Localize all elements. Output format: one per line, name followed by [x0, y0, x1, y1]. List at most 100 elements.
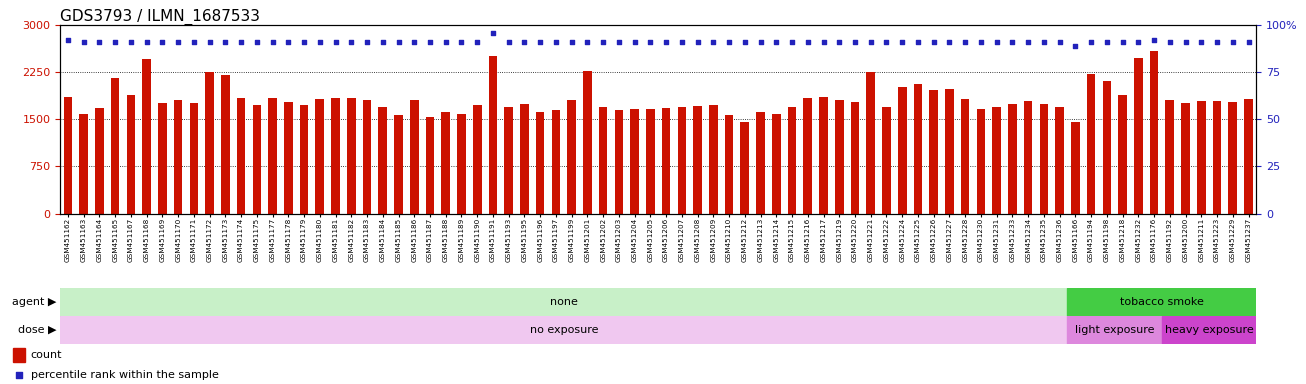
- Bar: [678, 107, 686, 214]
- Point: [404, 39, 424, 45]
- Point: [325, 39, 346, 45]
- Text: dose ▶: dose ▶: [18, 325, 56, 335]
- Point: [136, 39, 157, 45]
- Point: [687, 39, 708, 45]
- Bar: [520, 104, 529, 214]
- Bar: [1245, 99, 1252, 214]
- Bar: [1087, 74, 1096, 214]
- Bar: [741, 122, 750, 214]
- Point: [89, 39, 110, 45]
- Point: [1207, 39, 1228, 45]
- Bar: [457, 114, 466, 214]
- Bar: [930, 90, 938, 214]
- Bar: [1213, 101, 1221, 214]
- Text: agent ▶: agent ▶: [12, 297, 56, 307]
- Point: [671, 39, 692, 45]
- Point: [718, 39, 739, 45]
- Bar: [316, 99, 324, 214]
- Text: tobacco smoke: tobacco smoke: [1121, 297, 1204, 307]
- Point: [814, 39, 835, 45]
- Bar: [80, 114, 88, 214]
- Point: [1049, 39, 1070, 45]
- Point: [750, 39, 771, 45]
- Bar: [961, 99, 969, 214]
- Point: [498, 39, 518, 45]
- Bar: [835, 100, 844, 214]
- Point: [624, 39, 645, 45]
- Bar: [1229, 102, 1237, 214]
- Point: [908, 39, 929, 45]
- Point: [562, 39, 582, 45]
- Point: [1002, 39, 1023, 45]
- Point: [215, 39, 236, 45]
- Point: [1222, 39, 1243, 45]
- Text: percentile rank within the sample: percentile rank within the sample: [31, 370, 218, 380]
- Text: heavy exposure: heavy exposure: [1165, 325, 1254, 335]
- Point: [939, 39, 960, 45]
- Bar: [158, 103, 167, 214]
- Text: GDS3793 / ILMN_1687533: GDS3793 / ILMN_1687533: [60, 9, 260, 25]
- Bar: [1181, 103, 1190, 214]
- Point: [1033, 39, 1054, 45]
- Point: [1080, 39, 1101, 45]
- Point: [167, 39, 188, 45]
- Bar: [1071, 122, 1080, 214]
- Bar: [1067, 316, 1162, 344]
- Bar: [64, 97, 72, 214]
- Point: [986, 39, 1007, 45]
- Bar: [363, 100, 371, 214]
- Bar: [221, 75, 230, 214]
- Bar: [1040, 104, 1049, 214]
- Bar: [709, 105, 717, 214]
- Point: [923, 39, 944, 45]
- Bar: [142, 59, 151, 214]
- Point: [151, 39, 172, 45]
- Point: [310, 39, 330, 45]
- Point: [451, 39, 471, 45]
- Bar: [772, 114, 781, 214]
- Bar: [127, 95, 136, 214]
- Bar: [473, 105, 482, 214]
- Bar: [803, 98, 812, 214]
- Bar: [567, 100, 576, 214]
- Point: [515, 39, 535, 45]
- Bar: [551, 111, 560, 214]
- Point: [294, 39, 315, 45]
- Bar: [1149, 51, 1158, 214]
- Text: light exposure: light exposure: [1075, 325, 1155, 335]
- Bar: [1118, 95, 1127, 214]
- Point: [1160, 39, 1181, 45]
- Point: [765, 39, 786, 45]
- Point: [955, 39, 976, 45]
- Bar: [268, 98, 277, 214]
- Bar: [1067, 288, 1256, 316]
- Point: [263, 39, 283, 45]
- Point: [1113, 39, 1134, 45]
- Point: [892, 39, 913, 45]
- Point: [734, 39, 755, 45]
- Bar: [488, 56, 498, 214]
- Bar: [535, 112, 545, 214]
- Bar: [662, 108, 670, 214]
- Point: [577, 39, 598, 45]
- Bar: [111, 78, 119, 214]
- Point: [640, 39, 661, 45]
- Point: [183, 39, 204, 45]
- Bar: [410, 100, 418, 214]
- Bar: [283, 102, 293, 214]
- Bar: [1165, 100, 1174, 214]
- Bar: [615, 111, 623, 214]
- Point: [1096, 39, 1117, 45]
- Bar: [756, 112, 765, 214]
- Bar: [60, 288, 1067, 316]
- Point: [388, 39, 409, 45]
- Bar: [441, 112, 451, 214]
- Bar: [850, 102, 859, 214]
- Bar: [95, 108, 103, 214]
- Bar: [977, 109, 985, 214]
- Point: [1238, 39, 1259, 45]
- Bar: [882, 107, 891, 214]
- Point: [466, 39, 487, 45]
- Point: [419, 39, 440, 45]
- Point: [341, 39, 362, 45]
